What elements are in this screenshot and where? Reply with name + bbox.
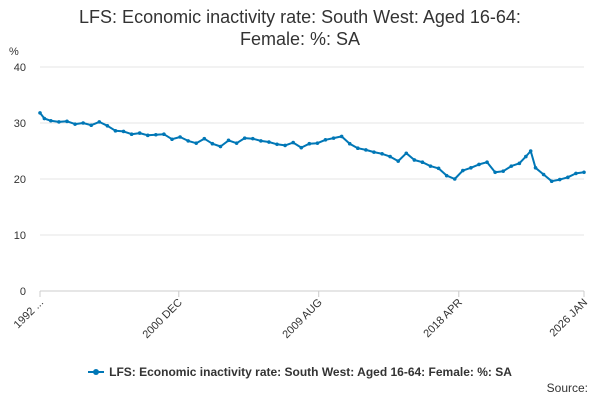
data-point (89, 123, 94, 128)
data-point (452, 177, 457, 181)
data-point (38, 111, 42, 115)
data-point (267, 140, 271, 144)
data-point (299, 145, 304, 150)
data-point (275, 142, 279, 147)
data-point (178, 135, 182, 139)
data-point (113, 129, 118, 133)
data-point (218, 144, 223, 149)
data-point (436, 166, 441, 171)
data-point (283, 143, 287, 148)
data-point (412, 158, 417, 162)
data-point (396, 159, 400, 163)
data-point (557, 177, 562, 182)
data-point (517, 161, 522, 166)
data-point (477, 162, 481, 167)
data-point (582, 170, 586, 175)
data-point (323, 138, 328, 142)
y-tick-label: 40 (14, 62, 26, 74)
data-point (291, 140, 295, 145)
data-point (145, 133, 150, 138)
data-point (469, 166, 473, 170)
y-axis-ticks: 0 10 20 30 40 (14, 62, 26, 298)
gridlines (40, 66, 584, 236)
chart-title-line-2: Female: %: SA (239, 29, 361, 49)
data-point (541, 172, 546, 177)
data-point (549, 179, 554, 184)
data-point (81, 121, 85, 125)
data-point (121, 129, 126, 134)
data-point (226, 138, 231, 143)
y-tick-label: 30 (14, 118, 26, 130)
data-point (162, 132, 166, 136)
series-points (38, 111, 586, 184)
data-point (65, 119, 69, 124)
data-point (210, 141, 215, 146)
y-tick-label: 10 (14, 230, 26, 242)
data-point (380, 152, 384, 156)
data-point (105, 124, 110, 128)
data-point (528, 149, 533, 153)
data-point (339, 134, 344, 139)
x-axis-ticks: 1992 ... 2000 DEC 2009 AUG 2018 APR 2026 JAN (12, 291, 590, 341)
data-point (356, 146, 360, 150)
data-point (574, 171, 578, 176)
data-point (194, 141, 199, 145)
data-point (234, 141, 239, 145)
data-point (73, 122, 77, 126)
legend-label: LFS: Economic inactivity rate: South Wes… (109, 365, 512, 379)
data-point (137, 131, 142, 135)
x-tick-label: 2000 DEC (141, 297, 185, 341)
data-point (170, 137, 174, 142)
x-tick-label: 2018 APR (421, 297, 465, 341)
data-point (242, 136, 247, 140)
chart-title-line-1: LFS: Economic inactivity rate: South Wes… (79, 7, 521, 27)
data-point (315, 141, 320, 145)
data-point (533, 166, 538, 170)
source-label: Source: (546, 381, 588, 395)
data-point (186, 139, 190, 143)
data-point (129, 132, 134, 136)
data-point (485, 160, 489, 164)
data-point (420, 160, 425, 164)
data-point (347, 141, 352, 146)
data-point (566, 175, 570, 180)
chart-title: LFS: Economic inactivity rate: South Wes… (0, 6, 600, 50)
data-point (461, 168, 465, 173)
data-point (49, 118, 53, 123)
data-point (428, 164, 433, 168)
data-point (372, 150, 376, 154)
y-axis-label: % (9, 46, 19, 58)
data-point (364, 148, 368, 152)
data-point (57, 120, 61, 124)
series-line (39, 112, 585, 183)
data-point (42, 116, 47, 121)
legend-swatch (88, 365, 105, 379)
x-tick-label: 2026 JAN (547, 297, 590, 340)
data-point (202, 136, 207, 141)
y-tick-label: 0 (20, 286, 26, 298)
legend[interactable]: LFS: Economic inactivity rate: South Wes… (0, 365, 600, 379)
data-point (154, 132, 158, 137)
data-point (97, 120, 102, 124)
y-tick-label: 20 (14, 174, 26, 186)
data-point (493, 170, 497, 175)
x-tick-label: 1992 ... (12, 297, 46, 331)
data-point (404, 151, 409, 156)
data-point (501, 169, 506, 173)
data-point (250, 136, 255, 141)
data-point (444, 173, 449, 178)
data-point (524, 154, 528, 159)
x-tick-label: 2009 AUG (280, 297, 324, 341)
data-point (259, 139, 263, 143)
data-point (331, 136, 336, 140)
data-point (307, 141, 312, 146)
data-point (509, 164, 514, 168)
data-point (388, 154, 392, 159)
